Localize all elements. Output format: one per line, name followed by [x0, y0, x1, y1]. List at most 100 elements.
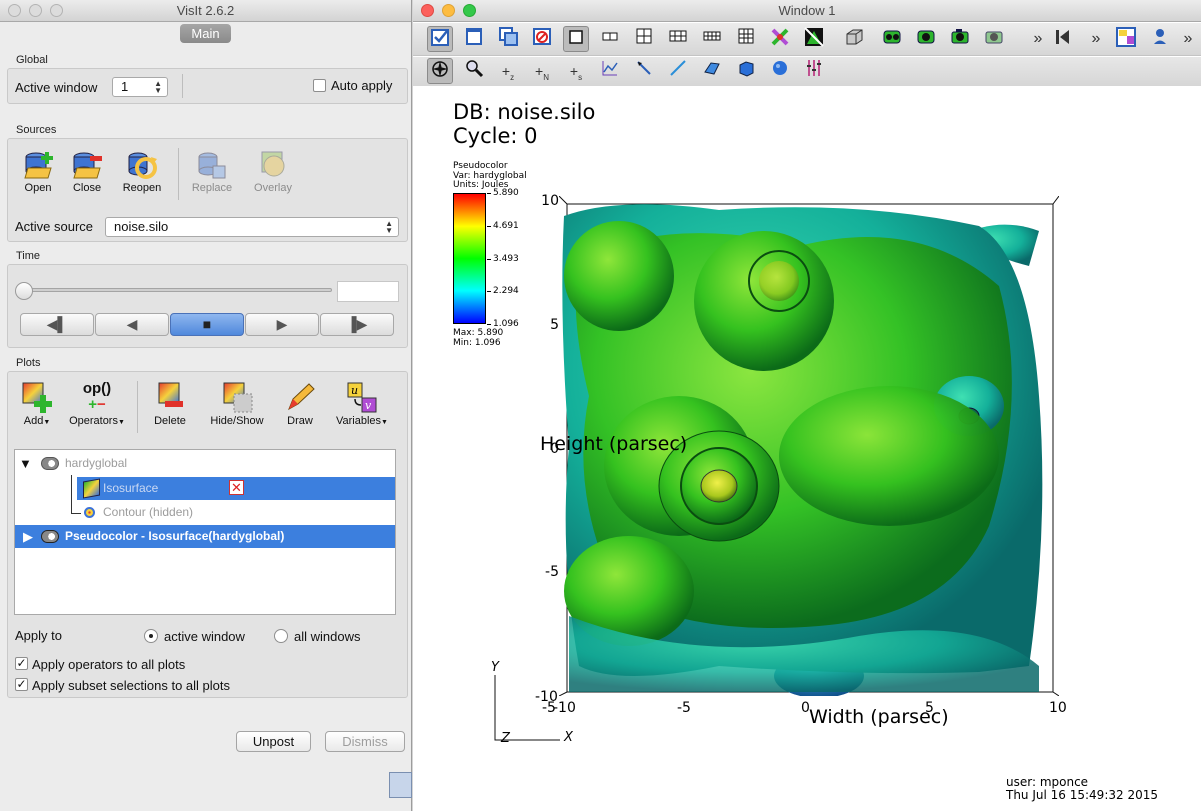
navigate-mode-icon[interactable] — [427, 58, 453, 84]
resize-grip-icon[interactable] — [389, 772, 412, 798]
layout-3x3-icon[interactable] — [733, 26, 759, 52]
operators-button[interactable]: op() +− Operators▼ — [69, 380, 125, 428]
box-tool-icon[interactable] — [733, 58, 759, 84]
plot-row-hardyglobal[interactable]: ▼ hardyglobal — [15, 452, 395, 475]
new-window-icon[interactable] — [461, 26, 487, 52]
step-forward-button[interactable]: ▐▶ — [320, 313, 394, 336]
open-db-icon — [21, 148, 55, 182]
expand-triangle-icon[interactable]: ▼ — [19, 456, 32, 471]
operators-icon: op() +− — [82, 380, 112, 413]
apply-operators-checkbox[interactable]: ✓ — [15, 656, 28, 670]
x-tick-label: 10 — [1049, 700, 1067, 716]
zoom-window-icon[interactable] — [463, 4, 476, 17]
active-window-label: Active window — [15, 80, 98, 95]
layout-1x1-icon[interactable] — [563, 26, 589, 52]
layout-2x4-icon[interactable] — [699, 26, 725, 52]
layout-2x3-icon[interactable] — [665, 26, 691, 52]
time-slider-track[interactable] — [20, 288, 332, 292]
tab-main[interactable]: Main — [180, 24, 231, 43]
dismiss-button[interactable]: Dismiss — [325, 731, 405, 752]
spin-mode-icon[interactable] — [767, 26, 793, 52]
delete-plot-button[interactable]: Delete — [147, 381, 193, 427]
minimize-window-icon[interactable] — [29, 4, 42, 17]
unpost-button[interactable]: Unpost — [236, 731, 311, 752]
spreadsheet-pick-icon[interactable]: +s — [569, 63, 583, 82]
global-group-label: Global — [16, 54, 48, 66]
toolbar-overflow-icon[interactable]: » — [1033, 30, 1043, 47]
clear-window-icon[interactable] — [529, 26, 555, 52]
layout-2x2-icon[interactable] — [631, 26, 657, 52]
overlay-db-icon — [256, 148, 290, 182]
layout-1x2-icon[interactable] — [597, 26, 623, 52]
animation-record-icon[interactable] — [913, 26, 939, 52]
zoom-mode-icon[interactable] — [461, 58, 487, 84]
active-window-spinner[interactable]: 1 ▲ ▼ — [112, 77, 168, 97]
plot-visibility-icon[interactable] — [41, 457, 59, 470]
replace-button[interactable]: Replace — [188, 148, 236, 194]
collapse-triangle-icon[interactable]: ▶ — [23, 529, 33, 544]
overlay-button[interactable]: Overlay — [248, 148, 298, 194]
spinner-arrows-icon[interactable]: ▲ ▼ — [154, 79, 162, 95]
close-window-icon[interactable] — [421, 4, 434, 17]
step-back-frame-icon[interactable] — [1049, 26, 1075, 52]
node-pick-icon[interactable]: +N — [535, 63, 549, 82]
zone-pick-icon[interactable]: +z — [501, 63, 515, 82]
open-button[interactable]: Open — [16, 148, 60, 194]
draw-button[interactable]: Draw — [280, 381, 320, 427]
minimize-window-icon[interactable] — [442, 4, 455, 17]
curve-pick-icon[interactable] — [597, 58, 623, 84]
hide-show-button[interactable]: Hide/Show — [205, 381, 269, 427]
axis-restriction-icon[interactable] — [801, 58, 827, 84]
rewind-button[interactable]: ◀▌ — [20, 313, 94, 336]
sphere-tool-icon[interactable] — [767, 58, 793, 84]
active-source-label: Active source — [15, 219, 94, 234]
time-slider-thumb[interactable] — [15, 282, 33, 300]
close-window-icon[interactable] — [8, 4, 21, 17]
reopen-button[interactable]: Reopen — [118, 148, 166, 194]
camera-alt-icon[interactable] — [981, 26, 1007, 52]
legend-tick-mark — [487, 225, 491, 227]
stop-button[interactable]: ■ — [170, 313, 244, 336]
apply-subset-checkbox[interactable]: ✓ — [15, 677, 28, 691]
toolbar-overflow-icon-2[interactable]: » — [1091, 30, 1101, 47]
sources-group-label: Sources — [16, 124, 57, 136]
zone-query-icon[interactable] — [631, 58, 657, 84]
user-annotation: user: mponce — [1006, 775, 1089, 789]
x-tick-label: -10 — [553, 700, 576, 716]
add-plot-button[interactable]: Add▼ — [16, 381, 58, 427]
isosurface-render[interactable] — [559, 196, 1059, 696]
radio-all-windows[interactable] — [274, 629, 288, 643]
stop-icon: ■ — [202, 316, 212, 332]
lock-view-icon[interactable] — [427, 26, 453, 52]
annotation-icon[interactable] — [1113, 26, 1139, 52]
active-source-select[interactable]: noise.silo ▲ ▼ — [105, 217, 399, 237]
copy-window-icon[interactable] — [495, 26, 521, 52]
time-field[interactable] — [337, 281, 399, 302]
play-button[interactable]: ▶ — [245, 313, 319, 336]
lineout-icon[interactable] — [665, 58, 691, 84]
plane-tool-icon[interactable] — [699, 58, 725, 84]
radio-active-window[interactable] — [144, 629, 158, 643]
remove-operator-icon[interactable]: ✕ — [229, 480, 244, 495]
plot-visibility-icon[interactable] — [41, 530, 59, 543]
apply-subset-label: Apply subset selections to all plots — [32, 678, 230, 693]
toolbar-overflow-icon-3[interactable]: » — [1183, 30, 1193, 47]
operator-row-isosurface[interactable]: Isosurface ✕ — [77, 477, 395, 500]
invert-background-icon[interactable] — [801, 26, 827, 52]
reverse-play-button[interactable]: ◀ — [95, 313, 169, 336]
pick-tool-icon[interactable] — [1147, 26, 1173, 52]
operator-row-contour[interactable]: Contour (hidden) — [81, 501, 395, 524]
plot-list[interactable]: ▼ hardyglobal Isosurface ✕ Contour (hidd… — [14, 449, 396, 615]
camera-icon[interactable] — [947, 26, 973, 52]
close-button[interactable]: Close — [66, 148, 108, 194]
zoom-window-icon[interactable] — [50, 4, 63, 17]
delete-plot-icon — [153, 381, 187, 415]
animation-play-icon[interactable] — [879, 26, 905, 52]
auto-apply-checkbox[interactable] — [313, 79, 326, 92]
reopen-db-icon — [125, 148, 159, 182]
legend-tick-label: 4.691 — [493, 220, 519, 231]
perspective-icon[interactable] — [841, 26, 867, 52]
plot-row-pseudocolor[interactable]: ▶ Pseudocolor - Isosurface(hardyglobal) — [15, 525, 395, 548]
vis-toolbar-top: » » » — [413, 23, 1201, 56]
